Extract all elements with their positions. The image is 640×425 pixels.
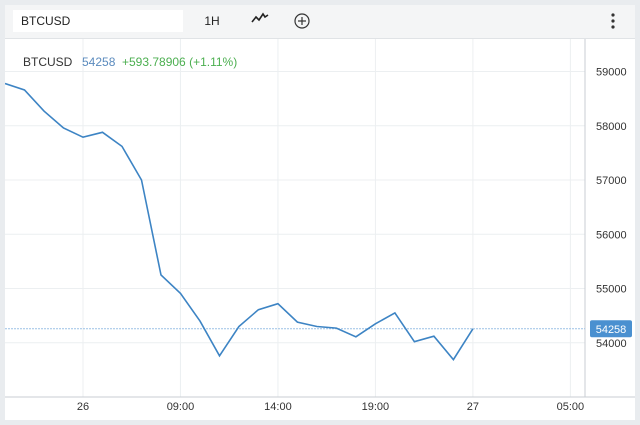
x-tick-label: 05:00 — [557, 401, 585, 413]
compare-button[interactable] — [291, 11, 313, 31]
price-line[interactable] — [4, 82, 474, 361]
y-tick-label: 57000 — [596, 175, 627, 187]
legend-change: +593.78906 (+1.11%) — [122, 55, 237, 69]
y-tick-label: 54000 — [596, 338, 627, 350]
x-tick-label: 27 — [467, 401, 479, 413]
price-label-box — [590, 320, 632, 338]
current-price-badge: 54258 — [590, 320, 632, 338]
x-tick-label: 19:00 — [362, 401, 390, 413]
y-tick-label: 58000 — [596, 121, 627, 133]
legend: BTCUSD 54258 +593.78906 (+1.11%) — [23, 55, 237, 69]
legend-symbol: BTCUSD — [23, 55, 73, 69]
y-tick-label: 56000 — [596, 229, 627, 241]
grid-lines — [5, 39, 585, 397]
x-tick-label: 09:00 — [167, 401, 195, 413]
menu-button[interactable] — [605, 11, 621, 31]
y-tick-label: 59000 — [596, 67, 627, 79]
chart-area[interactable]: 26 09:00 14:00 19:00 27 05:00 54000 55000 56000… — [4, 39, 635, 420]
price-chart[interactable]: 26 09:00 14:00 19:00 27 05:00 54000 55000 56000… — [4, 39, 635, 420]
plus-circle-icon — [294, 13, 310, 29]
vertical-dots-icon — [611, 13, 615, 29]
x-tick-label: 26 — [77, 401, 89, 413]
line-chart-icon — [251, 12, 269, 23]
y-tick-label: 55000 — [596, 284, 627, 296]
chart-type-button[interactable] — [249, 11, 271, 31]
chart-toolbar: BTCUSD 1H — [5, 5, 635, 39]
interval-button[interactable]: 1H — [204, 14, 220, 28]
y-axis-ticks: 54000 55000 56000 57000 58000 59000 — [596, 67, 627, 350]
legend-price: 54258 — [82, 55, 116, 69]
symbol-input[interactable]: BTCUSD — [13, 10, 183, 32]
x-tick-label: 14:00 — [264, 401, 292, 413]
x-axis-ticks: 26 09:00 14:00 19:00 27 05:00 — [77, 401, 584, 413]
price-label: 54258 — [596, 324, 627, 336]
